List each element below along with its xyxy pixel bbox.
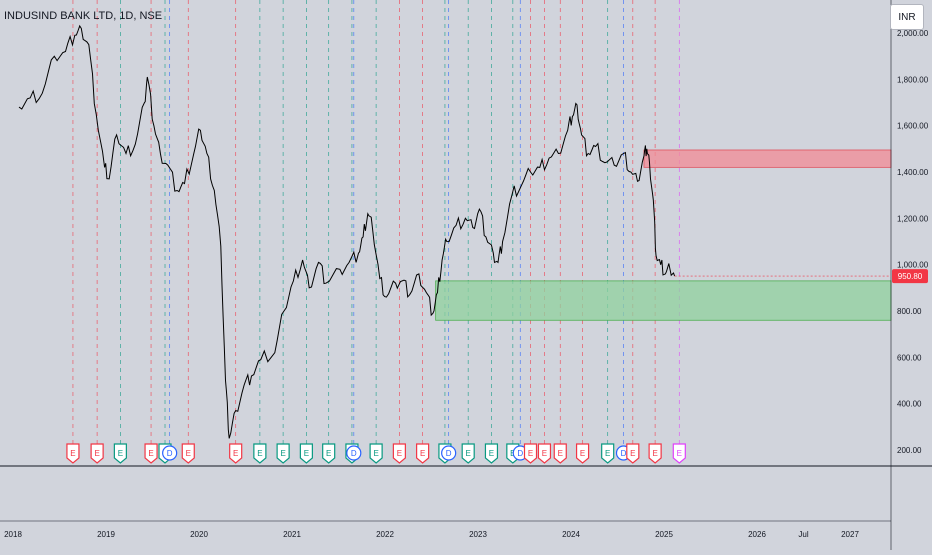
earnings-marker[interactable]: E xyxy=(537,443,552,464)
event-marker-label: E xyxy=(528,449,533,458)
earnings-marker[interactable]: E xyxy=(90,443,104,464)
earnings-marker[interactable]: E xyxy=(299,443,313,464)
earnings-marker[interactable]: E xyxy=(484,443,499,464)
event-marker-label: E xyxy=(605,449,610,458)
earnings-marker[interactable]: E xyxy=(229,443,243,464)
price-axis-tick-label: 800.00 xyxy=(897,307,922,316)
resistance-zone[interactable] xyxy=(643,149,892,168)
earnings-marker[interactable]: E xyxy=(181,443,195,464)
event-marker-label: E xyxy=(118,449,123,458)
event-marker-label: E xyxy=(580,449,585,458)
event-marker-label: E xyxy=(466,449,471,458)
price-zones xyxy=(435,149,892,321)
event-marker-label: E xyxy=(233,449,238,458)
event-marker-label: E xyxy=(677,449,682,458)
event-marker-label: E xyxy=(420,449,425,458)
event-marker-label: E xyxy=(373,449,378,458)
earnings-marker[interactable]: E xyxy=(416,443,430,464)
event-marker-label: E xyxy=(652,449,657,458)
price-axis-tick-label: 1,000.00 xyxy=(897,261,929,270)
earnings-marker[interactable]: E xyxy=(276,443,290,464)
chart-title: INDUSIND BANK LTD, 1D, NSE xyxy=(4,10,163,22)
earnings-marker[interactable]: E xyxy=(322,443,336,464)
earnings-marker[interactable]: E xyxy=(392,443,406,464)
dividend-marker[interactable]: D xyxy=(346,445,362,461)
dividend-marker[interactable]: D xyxy=(441,445,457,461)
event-marker-label: D xyxy=(517,449,523,458)
earnings-marker[interactable]: E xyxy=(626,443,640,464)
earnings-marker[interactable]: E xyxy=(461,443,475,464)
price-axis-tick-label: 1,200.00 xyxy=(897,214,929,223)
event-marker-label: E xyxy=(280,449,285,458)
event-marker-label: E xyxy=(186,449,191,458)
support-zone[interactable] xyxy=(435,280,892,321)
price-axis-tick-label: 400.00 xyxy=(897,400,922,409)
earnings-marker[interactable]: E xyxy=(369,443,383,464)
currency-button[interactable]: INR xyxy=(890,4,924,30)
time-axis[interactable]: 2018 2019 2020 2021 2022 2023 2024 2025 2026 Jul 2… xyxy=(4,530,859,539)
event-marker-label: E xyxy=(70,449,75,458)
time-axis-tick-label: 2022 xyxy=(376,530,394,539)
price-axis-tick-label: 2,000.00 xyxy=(897,29,929,38)
price-axis-tick-label: 600.00 xyxy=(897,353,922,362)
event-markers[interactable]: EEEEEDEEEEEEEDEEEEDEEEDEEEEEDEEE xyxy=(66,443,686,464)
time-axis-tick-label: 2025 xyxy=(655,530,673,539)
event-marker-label: E xyxy=(630,449,635,458)
earnings-marker[interactable]: E xyxy=(66,443,80,464)
event-guide-lines xyxy=(72,0,680,445)
event-marker-label: E xyxy=(94,449,99,458)
event-marker-label: E xyxy=(542,449,547,458)
earnings-marker[interactable]: E xyxy=(553,443,567,464)
event-marker-label: D xyxy=(621,449,627,458)
time-axis-tick-label: 2023 xyxy=(469,530,487,539)
time-axis-tick-label: 2021 xyxy=(283,530,301,539)
earnings-marker[interactable]: E xyxy=(601,443,615,464)
earnings-marker[interactable]: E xyxy=(144,443,158,464)
event-marker-label: D xyxy=(446,449,452,458)
time-axis-tick-label: 2027 xyxy=(841,530,859,539)
event-marker-label: E xyxy=(489,449,494,458)
earnings-marker[interactable]: E xyxy=(253,443,267,464)
time-axis-tick-label: Jul xyxy=(798,530,808,539)
event-marker-label: E xyxy=(148,449,153,458)
event-marker-label: E xyxy=(558,449,563,458)
earnings-marker[interactable]: E xyxy=(672,443,686,464)
price-axis-tick-label: 1,600.00 xyxy=(897,122,929,131)
last-price-label: 950.80 xyxy=(674,269,928,284)
event-marker-label: E xyxy=(326,449,331,458)
dividend-marker[interactable]: D xyxy=(162,445,178,461)
event-marker-label: E xyxy=(257,449,262,458)
event-marker-label: E xyxy=(304,449,309,458)
price-axis[interactable]: 200.00 400.00 600.00 800.00 1,000.00 1,200.00… xyxy=(897,29,929,455)
event-marker-label: D xyxy=(351,449,357,458)
earnings-marker[interactable]: E xyxy=(523,443,538,464)
event-marker-label: E xyxy=(397,449,402,458)
earnings-marker[interactable]: E xyxy=(648,443,662,464)
last-price-value: 950.80 xyxy=(898,272,923,281)
price-axis-tick-label: 1,800.00 xyxy=(897,75,929,84)
time-axis-tick-label: 2018 xyxy=(4,530,22,539)
time-axis-tick-label: 2026 xyxy=(748,530,766,539)
time-axis-tick-label: 2019 xyxy=(97,530,115,539)
price-series-line xyxy=(18,24,676,439)
time-axis-tick-label: 2020 xyxy=(190,530,208,539)
event-marker-label: D xyxy=(167,449,173,458)
price-axis-tick-label: 200.00 xyxy=(897,446,922,455)
time-axis-tick-label: 2024 xyxy=(562,530,580,539)
price-axis-tick-label: 1,400.00 xyxy=(897,168,929,177)
earnings-marker[interactable]: E xyxy=(113,443,127,464)
earnings-marker[interactable]: E xyxy=(575,443,590,464)
